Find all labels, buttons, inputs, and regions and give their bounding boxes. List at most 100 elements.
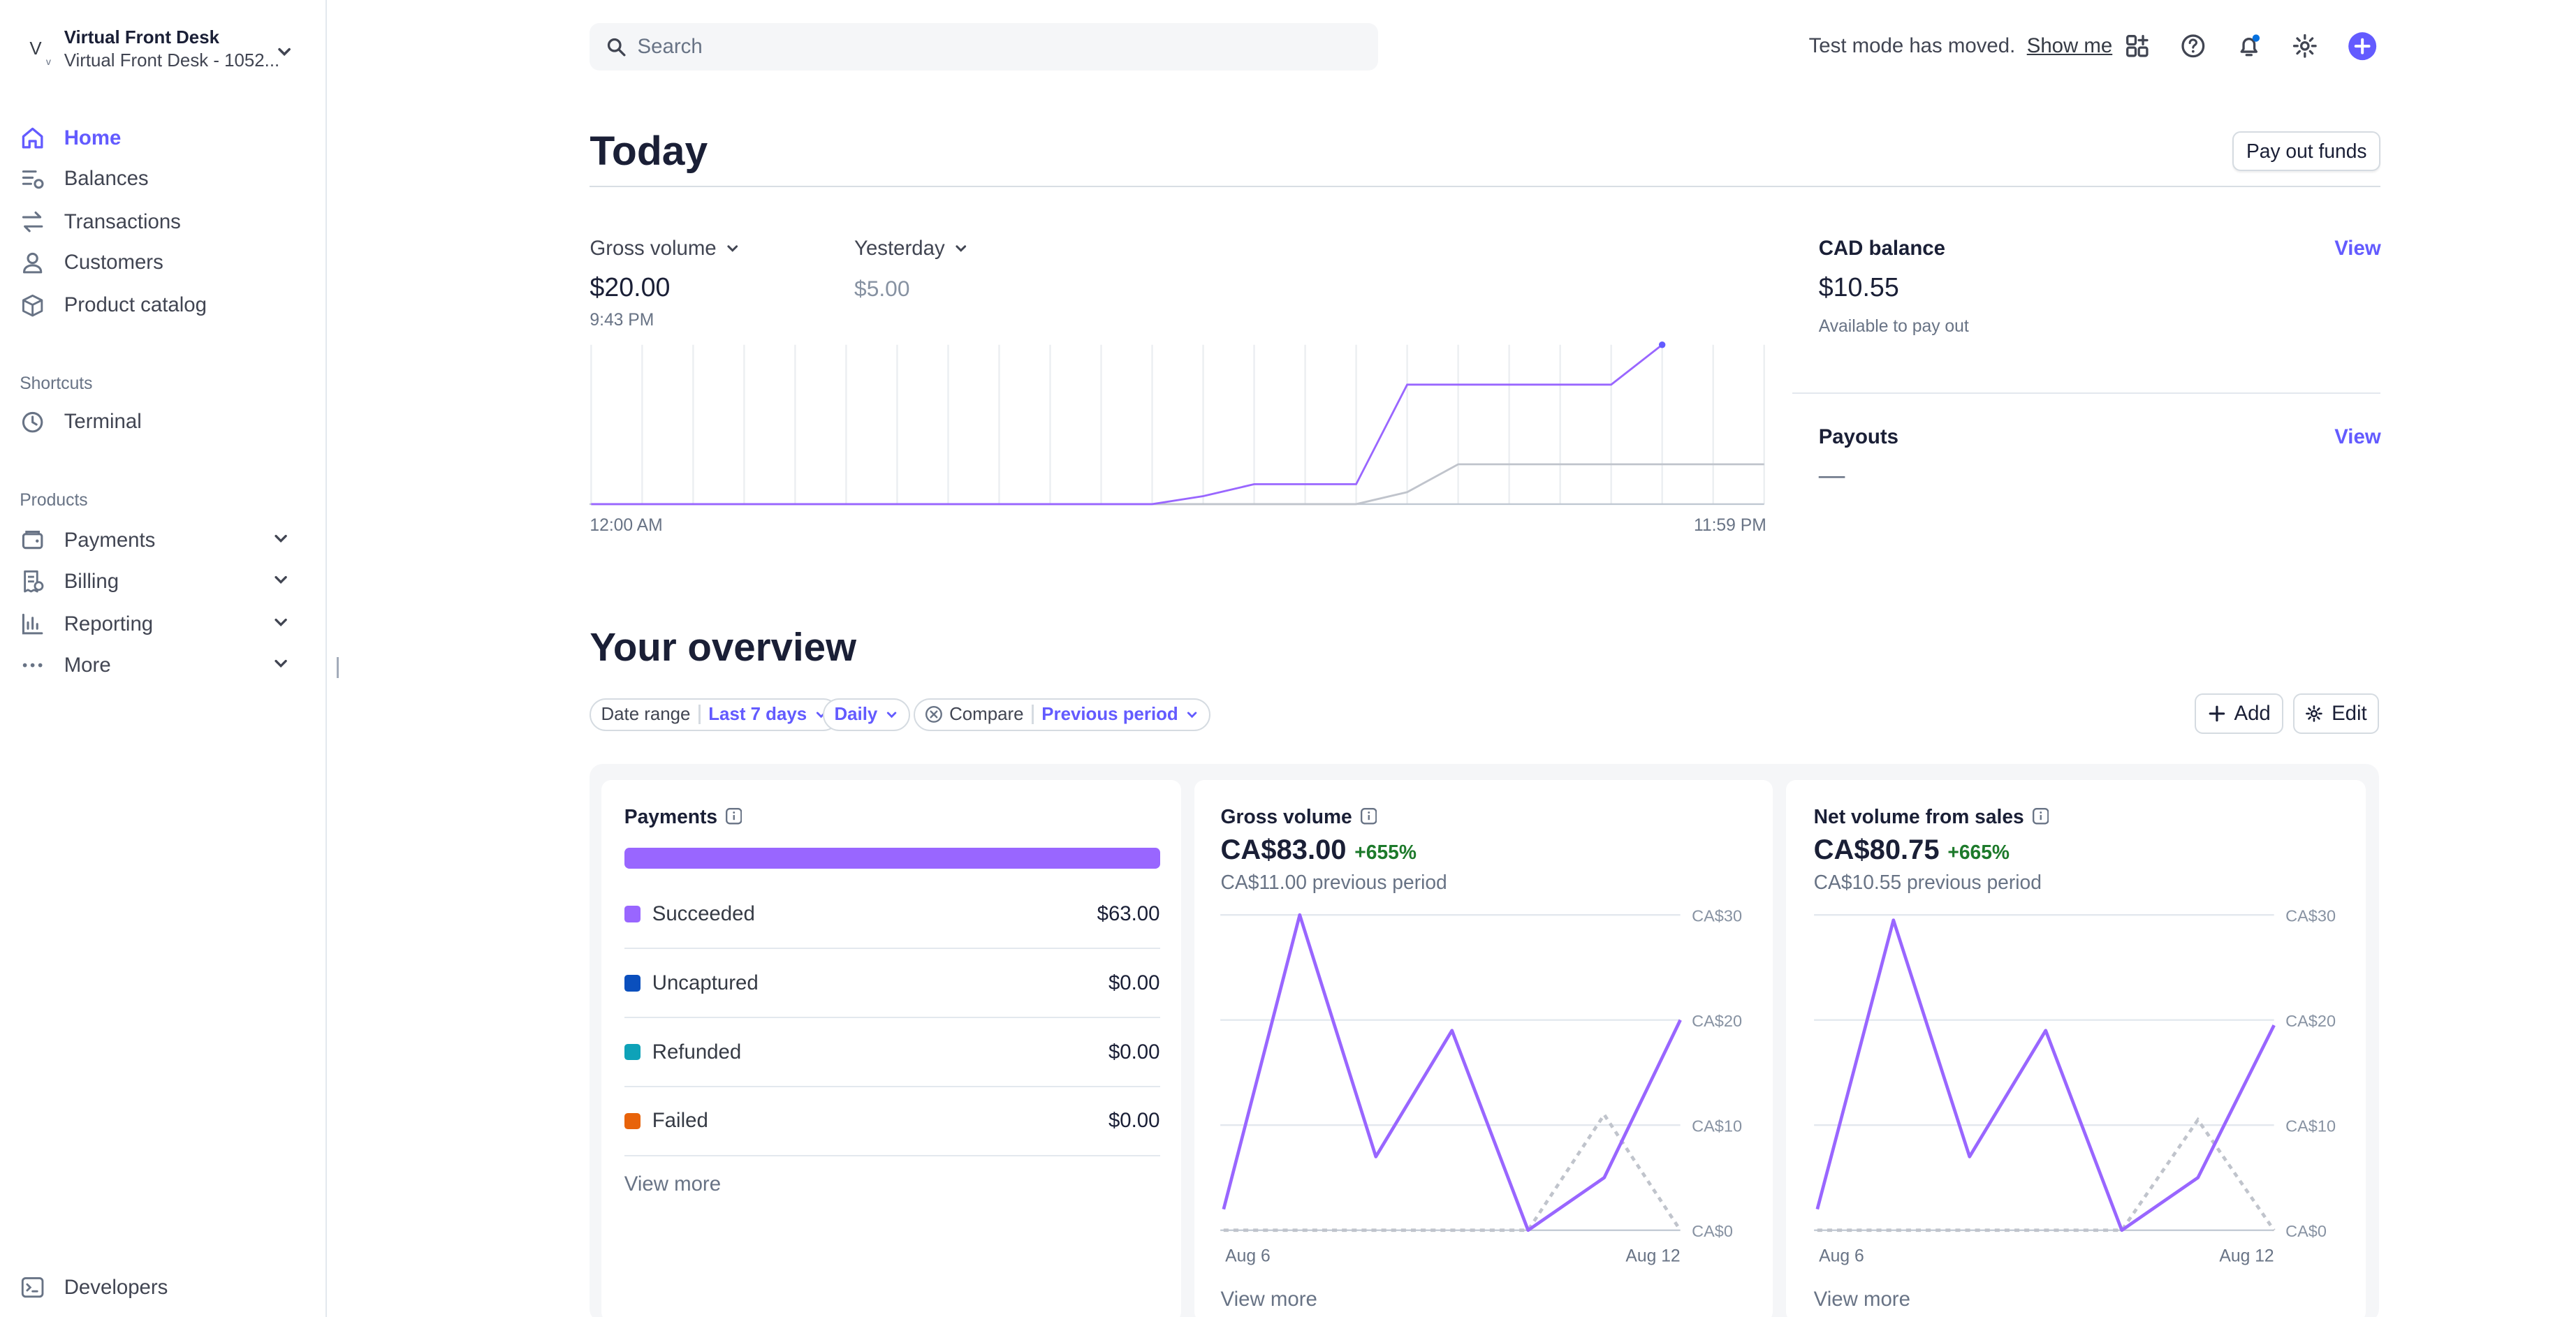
row-value: $0.00: [1108, 1109, 1160, 1133]
search-icon: [606, 37, 626, 57]
payments-card: [601, 780, 1182, 1317]
sidebar-item-transactions[interactable]: Transactions: [20, 204, 307, 240]
clear-circle-icon[interactable]: [925, 705, 943, 723]
x-tick-label: Aug 12: [2219, 1246, 2274, 1265]
card-title-text: Payments: [624, 804, 718, 827]
page-title: Today: [590, 128, 708, 175]
net-card-value: CA$80.75 +665%: [1814, 834, 2010, 866]
gross-card-value: CA$83.00 +655%: [1221, 834, 1417, 866]
pay-out-funds-button[interactable]: Pay out funds: [2232, 131, 2381, 171]
sidebar-item-terminal[interactable]: Terminal: [20, 404, 307, 441]
gross-volume-value: $20.00: [590, 272, 671, 302]
sidebar-item-label: Product catalog: [64, 293, 207, 317]
payments-card-title: Payments: [624, 805, 742, 828]
payments-row-failed: Failed $0.00: [624, 1087, 1160, 1156]
sidebar-item-reporting[interactable]: Reporting: [20, 606, 307, 642]
sidebar-item-more[interactable]: More: [20, 647, 307, 684]
show-me-link[interactable]: Show me: [2026, 34, 2113, 58]
search-input[interactable]: Search: [590, 22, 1379, 71]
search-placeholder: Search: [637, 35, 703, 59]
payouts-value: —: [1818, 459, 1845, 490]
gross-view-more-link[interactable]: View more: [1220, 1288, 1317, 1311]
bell-icon[interactable]: [2232, 29, 2265, 62]
sidebar-item-label: Billing: [64, 569, 119, 593]
edit-button[interactable]: Edit: [2293, 693, 2379, 735]
date-range-label: Date range: [601, 704, 691, 724]
gross-volume-chart: CA$0 CA$10 CA$20 CA$30 Aug 6 Aug 12: [1220, 906, 1743, 1265]
help-icon[interactable]: [2176, 29, 2209, 62]
sidebar-item-label: More: [64, 653, 111, 677]
sidebar-item-label: Payments: [64, 528, 156, 552]
shortcuts-header: Shortcuts: [20, 374, 93, 394]
sidebar-item-label: Reporting: [64, 612, 154, 635]
card-title-text: Gross volume: [1220, 804, 1352, 827]
sidebar-item-balances[interactable]: Balances: [20, 161, 307, 198]
chevron-down-icon[interactable]: [271, 612, 291, 638]
y-tick-label: CA$20: [1692, 1012, 1743, 1030]
payments-status-bar: [624, 847, 1160, 869]
change-badge: +665%: [1947, 840, 2010, 863]
gear-icon: [2305, 705, 2323, 723]
payments-view-more-link[interactable]: View more: [624, 1172, 722, 1196]
row-value: $0.00: [1108, 971, 1160, 994]
create-plus-icon[interactable]: [2346, 29, 2379, 62]
add-button[interactable]: Add: [2195, 693, 2284, 735]
resize-handle[interactable]: [337, 656, 339, 679]
x-tick-label: Aug 6: [1819, 1246, 1864, 1265]
terminal-icon: [20, 1274, 46, 1301]
gross-volume-selector[interactable]: Gross volume: [590, 237, 741, 260]
y-tick-label: CA$20: [2285, 1012, 2336, 1030]
y-tick-label: CA$30: [1692, 906, 1743, 925]
sidebar-item-product-catalog[interactable]: Product catalog: [20, 288, 307, 324]
chevron-down-icon[interactable]: [271, 570, 291, 595]
main-content: Search Test mode has moved. Show me Toda…: [327, 0, 2576, 1317]
payouts-view-link[interactable]: View: [2334, 425, 2381, 449]
date-range-filter[interactable]: Date range Last 7 days: [590, 698, 840, 731]
cad-balance-view-link[interactable]: View: [2334, 236, 2381, 260]
metric-value: CA$83.00: [1220, 834, 1347, 865]
compare-filter[interactable]: Compare Previous period: [913, 698, 1211, 731]
sidebar-item-label: Customers: [64, 251, 163, 274]
sidebar-item-customers[interactable]: Customers: [20, 244, 307, 281]
sidebar-item-home[interactable]: Home: [20, 120, 307, 156]
gear-icon[interactable]: [2288, 29, 2321, 62]
chevron-down-icon: [1185, 707, 1199, 722]
test-mode-notice: Test mode has moved. Show me: [1809, 34, 2113, 58]
sidebar-item-label: Balances: [64, 167, 149, 191]
card-title-text: Net volume from sales: [1813, 804, 2024, 827]
chevron-down-icon[interactable]: [271, 654, 291, 679]
cad-balance-value: $10.55: [1818, 272, 1899, 302]
account-avatar: V v: [18, 31, 54, 68]
gross-volume-card: [1194, 780, 1773, 1317]
net-card-title: Net volume from sales: [1814, 805, 2049, 828]
sidebar-item-billing[interactable]: Billing: [20, 564, 307, 600]
sidebar-item-developers[interactable]: Developers: [20, 1270, 307, 1306]
test-mode-text: Test mode has moved.: [1808, 34, 2016, 58]
current-period-line: [1222, 913, 1683, 1233]
account-subtitle: Virtual Front Desk - 1052...: [64, 50, 280, 71]
info-icon[interactable]: [1360, 808, 1377, 825]
row-label: Succeeded: [652, 902, 755, 926]
axis-end-label: 11:59 PM: [1693, 515, 1766, 535]
x-tick-label: Aug 6: [1226, 1246, 1271, 1265]
compare-label: Yesterday: [854, 236, 945, 260]
net-volume-chart: CA$0 CA$10 CA$20 CA$30 Aug 6 Aug 12: [1813, 906, 2336, 1265]
net-view-more-link[interactable]: View more: [1813, 1288, 1910, 1311]
chevron-down-icon[interactable]: [275, 38, 294, 68]
sidebar-item-label: Terminal: [64, 410, 142, 434]
apps-icon[interactable]: [2121, 29, 2153, 62]
info-icon[interactable]: [2032, 808, 2049, 825]
compare-selector[interactable]: Yesterday: [854, 237, 969, 260]
compare-value: $5.00: [854, 276, 910, 302]
row-value: $63.00: [1097, 902, 1160, 926]
account-switcher[interactable]: V v Virtual Front Desk Virtual Front Des…: [18, 24, 311, 74]
change-badge: +655%: [1354, 840, 1417, 863]
gross-volume-time: 9:43 PM: [590, 310, 654, 330]
series-line-today: [591, 344, 1663, 506]
info-icon[interactable]: [725, 808, 742, 825]
interval-filter[interactable]: Daily: [823, 698, 910, 731]
chevron-down-icon[interactable]: [271, 529, 291, 554]
payments-row-succeeded: Succeeded $63.00: [624, 881, 1160, 950]
sidebar-item-payments[interactable]: Payments: [20, 522, 307, 559]
row-label: Uncaptured: [652, 971, 759, 994]
